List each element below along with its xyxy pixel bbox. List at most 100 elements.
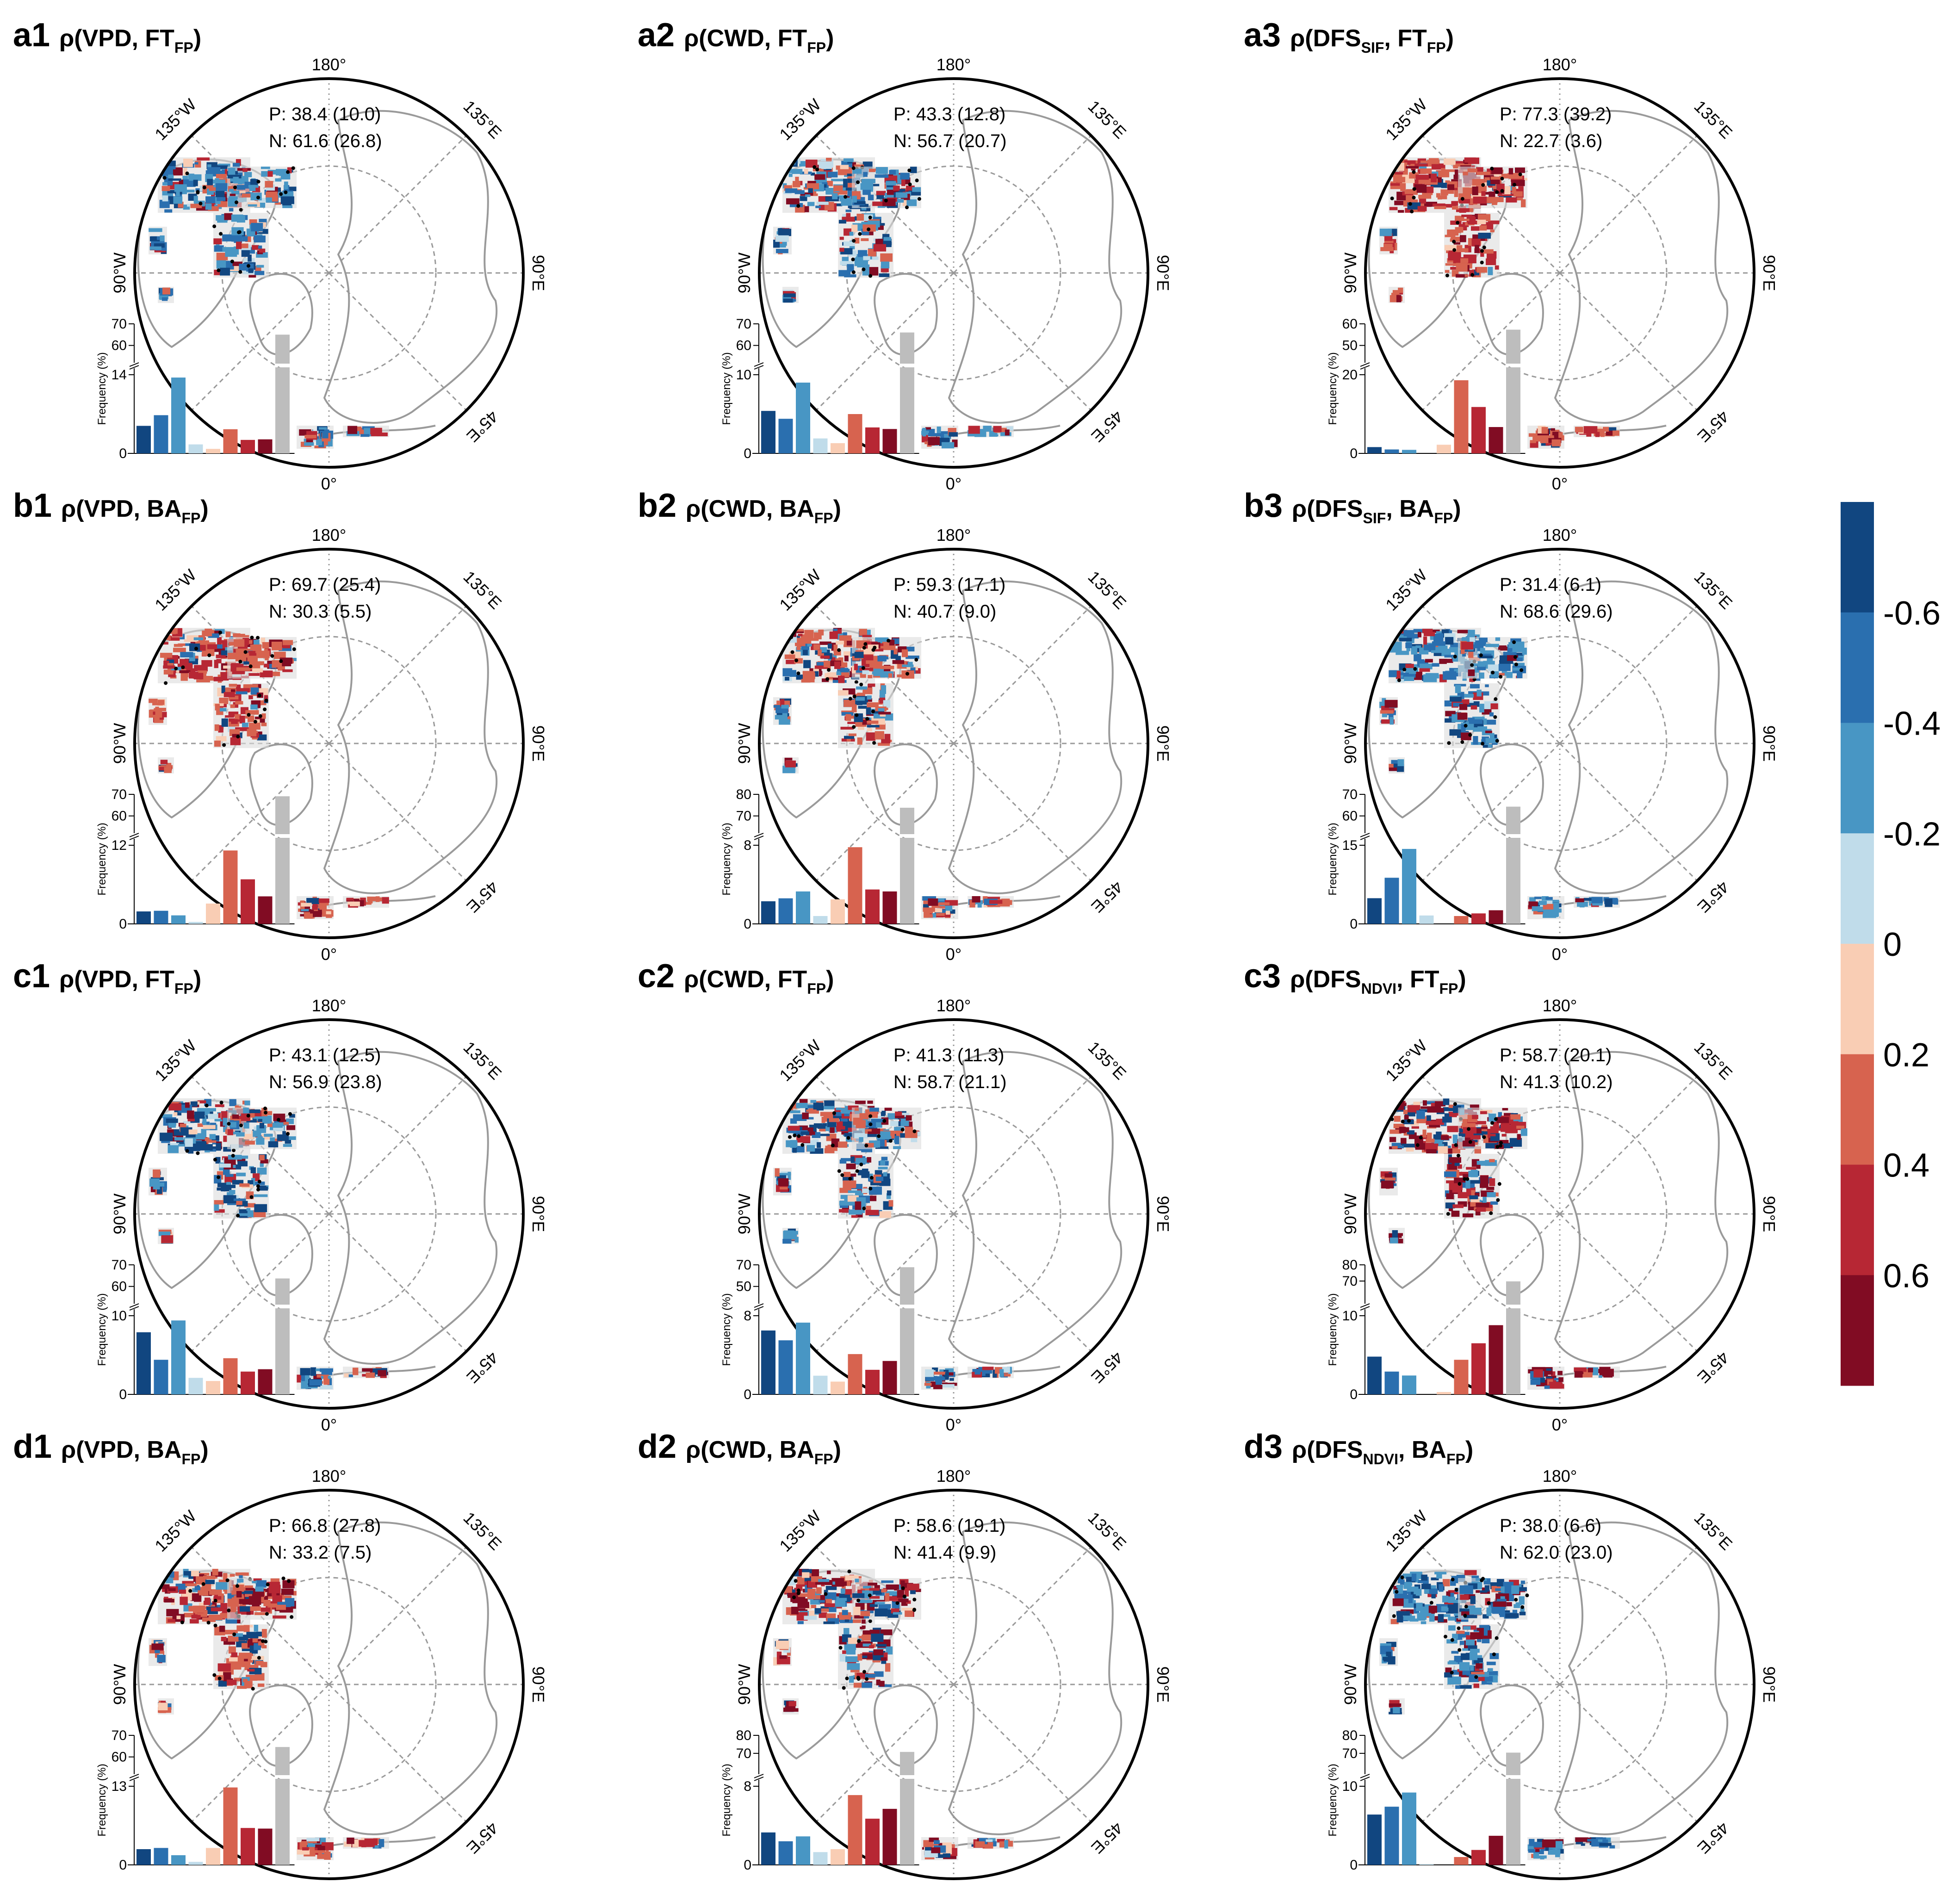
- panel-label: b1: [13, 487, 61, 524]
- grid-cell: [320, 1368, 333, 1372]
- grid-cell: [260, 1662, 267, 1667]
- grid-cell: [160, 653, 173, 658]
- grid-cell: [937, 426, 941, 434]
- grid-cell: [1486, 1607, 1492, 1616]
- map-boundary: [133, 1489, 525, 1880]
- significance-dot: [284, 190, 288, 194]
- grid-cell: [894, 1127, 905, 1131]
- grid-cell: [254, 1612, 267, 1616]
- grid-cell: [1415, 1135, 1422, 1139]
- stat-negative: N: 33.2 (7.5): [269, 1542, 372, 1563]
- significance-dot: [1458, 1182, 1462, 1186]
- grid-cell: [925, 1369, 934, 1377]
- grid-cell: [1414, 1591, 1418, 1595]
- grid-cell: [1447, 1676, 1461, 1684]
- fire-region-patch: [297, 896, 334, 919]
- histogram-bar: [223, 1358, 238, 1394]
- grid-cell: [1445, 637, 1454, 645]
- grid-cell: [878, 708, 885, 712]
- grid-cell: [785, 188, 798, 193]
- significance-dot: [800, 1143, 805, 1147]
- grid-cell: [1426, 1139, 1435, 1143]
- grid-cell: [1439, 195, 1447, 199]
- grid-cell: [1517, 1134, 1521, 1140]
- grid-cell: [382, 897, 389, 904]
- significance-dot: [161, 1096, 166, 1101]
- lon-label-45e: 45°E: [1088, 878, 1127, 916]
- title-close: ): [1458, 966, 1466, 993]
- significance-dot: [286, 170, 290, 174]
- grid-cell: [1460, 1594, 1469, 1600]
- grid-cell: [895, 1115, 905, 1119]
- grid-cell: [857, 737, 862, 745]
- grid-cell: [1496, 1579, 1504, 1587]
- grid-cell: [304, 434, 316, 439]
- grid-cell: [1591, 897, 1603, 904]
- lon-label-45e: 45°E: [1088, 407, 1127, 446]
- grid-cell: [1575, 427, 1583, 433]
- grid-cell: [1511, 647, 1523, 652]
- grid-cell: [254, 235, 266, 243]
- grid-cell: [261, 1607, 271, 1612]
- fire-region-patch: [838, 213, 893, 278]
- panel-label: a2: [638, 17, 684, 54]
- grid-cell: [790, 1118, 797, 1124]
- grid-cell: [1520, 1608, 1525, 1615]
- grid-cell: [1475, 1192, 1480, 1197]
- grid-cell: [844, 1619, 850, 1622]
- grid-cell: [855, 1201, 862, 1210]
- grid-cell: [850, 1156, 855, 1163]
- grid-cell: [883, 700, 891, 708]
- grid-cell: [1488, 1668, 1493, 1676]
- grid-cell: [823, 1106, 834, 1109]
- grid-cell: [1391, 760, 1403, 764]
- grid-cell: [839, 635, 852, 641]
- grid-cell: [235, 1572, 249, 1576]
- grid-cell: [257, 1683, 265, 1687]
- grid-cell: [245, 1588, 254, 1591]
- grid-cell: [1603, 1374, 1613, 1378]
- significance-dot: [257, 1180, 261, 1184]
- grid-cell: [1444, 1171, 1457, 1177]
- coastline-eurasia: [323, 110, 498, 424]
- grid-cell: [263, 663, 269, 668]
- grid-cell: [1397, 177, 1406, 183]
- grid-cell: [833, 628, 837, 631]
- significance-dot: [851, 257, 855, 261]
- stat-positive: P: 31.4 (6.1): [1500, 575, 1601, 595]
- polar-map: [133, 548, 525, 939]
- axis-break-mark: [754, 1774, 764, 1778]
- grid-cell: [874, 1671, 884, 1677]
- map-content: [135, 79, 523, 467]
- grid-cell: [1520, 1128, 1527, 1136]
- histogram-bar: [136, 426, 151, 453]
- grid-cell: [157, 700, 165, 705]
- significance-dot: [270, 654, 274, 658]
- grid-cell: [1480, 1111, 1487, 1114]
- grid-cell: [213, 1596, 222, 1601]
- grid-cell: [889, 170, 896, 175]
- lon-label-180: 180°: [312, 55, 346, 74]
- significance-dot: [1495, 739, 1499, 743]
- grid-cell: [878, 223, 885, 226]
- grid-cell: [1421, 1574, 1427, 1581]
- significance-dot: [194, 646, 198, 650]
- histogram-bar: [206, 1381, 220, 1394]
- grid-cell: [861, 179, 875, 184]
- grid-cell: [1394, 642, 1402, 647]
- stat-negative: N: 56.9 (23.8): [269, 1072, 382, 1092]
- y-axis-label: Frequency (%): [96, 823, 108, 895]
- stat-positive: P: 69.7 (25.4): [269, 575, 381, 595]
- title-subscript: NDVI: [1363, 1451, 1398, 1467]
- grid-cell: [1398, 287, 1403, 293]
- grid-cell: [323, 1855, 329, 1858]
- grid-cell: [912, 187, 921, 192]
- grid-cell: [1502, 1588, 1513, 1594]
- grid-cell: [271, 642, 282, 650]
- grid-cell: [1541, 427, 1548, 434]
- grid-cell: [269, 1603, 278, 1608]
- histogram-bar-gray-upper: [900, 332, 914, 364]
- y-axis-label: Frequency (%): [720, 823, 733, 895]
- grid-cell: [1469, 1608, 1482, 1615]
- significance-dot: [1500, 177, 1504, 181]
